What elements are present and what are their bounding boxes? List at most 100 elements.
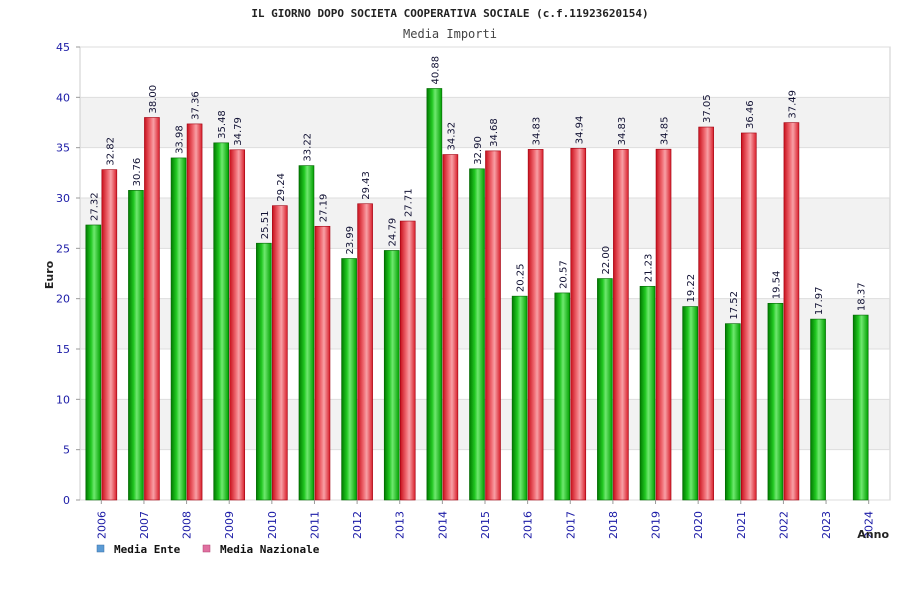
bar-value-label: 34.85	[660, 117, 671, 146]
x-tick-label: 2022	[777, 511, 790, 539]
x-tick-label: 2023	[820, 511, 833, 539]
bar-value-label: 17.97	[814, 286, 825, 315]
bar-value-label: 18.37	[857, 282, 868, 311]
y-tick-label: 30	[56, 192, 70, 205]
bar-media-ente	[341, 258, 357, 501]
bar-value-label: 30.76	[132, 158, 143, 187]
y-tick-label: 25	[56, 242, 70, 255]
bar-value-label: 37.05	[702, 94, 713, 123]
bar-labels: 27.32 32.82 30.76 38.00 33.98 37.36 35.48 34.79…	[89, 56, 867, 320]
bar-value-label: 23.99	[345, 226, 356, 255]
bar-value-label: 25.51	[260, 211, 271, 240]
bar-media-nazionale	[783, 122, 800, 501]
bar-value-label: 34.94	[574, 116, 585, 145]
bar-media-nazionale	[101, 169, 118, 501]
y-tick-label: 0	[63, 494, 70, 507]
y-tick-label: 5	[63, 444, 70, 457]
x-tick-label: 2013	[394, 511, 407, 539]
bar-media-ente	[724, 323, 741, 501]
bar-value-label: 21.23	[644, 254, 655, 283]
bar-media-nazionale	[740, 132, 757, 501]
legend-label-media-ente: Media Ente	[114, 543, 181, 556]
bar-value-label: 34.83	[532, 117, 543, 146]
y-tick-label: 45	[56, 41, 70, 54]
bar-media-ente	[554, 292, 571, 501]
x-tick-label: 2024	[863, 511, 876, 539]
x-axis-ticks: 2006 2007 2008 2009 2010 2011 2012 2013 2014 2015…	[95, 500, 876, 539]
bar-value-label: 36.46	[745, 100, 756, 129]
bar-value-label: 20.57	[558, 260, 569, 289]
x-tick-label: 2012	[351, 511, 364, 539]
plot-band	[80, 47, 890, 98]
bar-media-nazionale	[698, 126, 714, 501]
x-tick-label: 2011	[308, 511, 321, 539]
bar-value-label: 19.22	[686, 274, 697, 303]
bar-media-ente	[383, 250, 400, 501]
y-tick-label: 20	[56, 293, 70, 306]
x-tick-label: 2007	[138, 511, 151, 539]
bar-value-label: 27.71	[404, 188, 415, 217]
bar-media-ente	[256, 242, 272, 501]
bar-media-nazionale	[613, 149, 629, 501]
bar-media-nazionale	[357, 203, 373, 501]
x-tick-label: 2008	[181, 511, 194, 539]
bar-value-label: 19.54	[771, 271, 782, 300]
bar-media-nazionale	[485, 150, 501, 501]
bar-value-label: 35.48	[217, 110, 228, 139]
bar-value-label: 34.68	[489, 118, 500, 147]
bar-media-ente	[852, 314, 869, 501]
x-tick-label: 2019	[650, 511, 663, 539]
bar-media-nazionale	[527, 149, 544, 501]
bar-media-nazionale	[186, 123, 203, 501]
bar-media-ente	[767, 302, 784, 501]
y-axis-ticks: 0 5 10 15 20 25 30 35 40 45	[56, 41, 80, 507]
bar-value-label: 38.00	[148, 85, 159, 114]
bar-media-nazionale	[272, 205, 288, 501]
bar-value-label: 40.88	[430, 56, 441, 85]
y-axis-label: Euro	[43, 260, 56, 289]
bars	[85, 88, 869, 501]
bar-value-label: 27.19	[318, 194, 329, 223]
bar-media-nazionale	[442, 154, 459, 501]
bar-media-nazionale	[229, 149, 246, 501]
bar-value-label: 33.22	[302, 133, 313, 162]
bar-media-ente	[511, 295, 528, 501]
bar-media-ente	[639, 285, 656, 501]
legend-swatch-media-ente	[96, 544, 105, 553]
x-tick-label: 2010	[266, 511, 279, 539]
x-tick-label: 2020	[692, 511, 705, 539]
x-tick-label: 2014	[436, 511, 449, 539]
bar-value-label: 32.90	[473, 136, 484, 165]
bar-value-label: 37.36	[191, 91, 202, 120]
y-tick-label: 15	[56, 343, 70, 356]
x-tick-label: 2016	[522, 511, 535, 539]
bar-media-nazionale	[655, 148, 672, 501]
bar-value-label: 34.83	[617, 117, 628, 146]
bar-value-label: 17.52	[729, 291, 740, 320]
bar-media-nazionale	[399, 220, 416, 501]
bar-media-nazionale	[144, 117, 160, 501]
bar-value-label: 20.25	[516, 264, 527, 293]
x-axis-label: Anno	[857, 528, 889, 541]
bar-media-ente	[682, 306, 698, 501]
x-tick-label: 2018	[607, 511, 620, 539]
bar-media-ente	[128, 190, 144, 501]
bar-media-ente	[213, 142, 230, 501]
bar-media-ente	[469, 168, 485, 501]
bar-value-label: 32.82	[105, 137, 116, 166]
bar-media-ente	[85, 224, 102, 501]
y-tick-label: 10	[56, 393, 70, 406]
legend: Media Ente Media Nazionale	[96, 543, 320, 556]
legend-label-media-nazionale: Media Nazionale	[220, 543, 320, 556]
x-tick-label: 2006	[95, 511, 108, 539]
bar-value-label: 29.43	[361, 171, 372, 200]
x-tick-label: 2021	[735, 511, 748, 539]
bar-media-ente	[810, 318, 826, 501]
bar-value-label: 34.79	[233, 117, 244, 146]
bar-value-label: 37.49	[787, 90, 798, 119]
bar-value-label: 22.00	[601, 246, 612, 275]
bar-media-ente	[426, 88, 443, 501]
x-tick-label: 2017	[564, 511, 577, 539]
x-tick-label: 2009	[223, 511, 236, 539]
bar-value-label: 27.32	[89, 192, 100, 221]
